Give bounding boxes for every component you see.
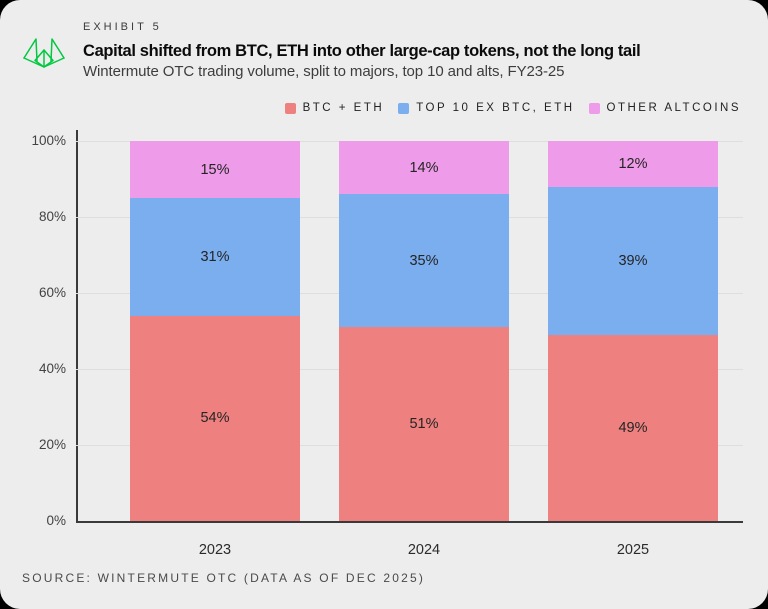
x-axis-label: 2023 (198, 542, 232, 558)
bar-segment (130, 315, 300, 521)
legend-item: BTC + ETH (284, 102, 385, 114)
bar-segment-label: 14% (409, 159, 439, 176)
bar-segment-label: 35% (409, 252, 439, 269)
legend-item: OTHER ALTCOINS (588, 102, 741, 114)
legend-swatch (588, 102, 600, 114)
bar-segment (548, 186, 718, 335)
bar-segment (548, 334, 718, 521)
chart-subtitle: Wintermute OTC trading volume, split to … (83, 63, 565, 80)
bar-segment (339, 141, 509, 195)
y-axis-tick-label: 100% (31, 133, 66, 148)
legend-label: BTC + ETH (302, 102, 385, 114)
plot-area: 54% 31% 15% 51% 35% 14% 49% 39% 12% (76, 130, 743, 523)
bar-segment-label: 51% (409, 416, 439, 433)
legend-label: OTHER ALTCOINS (606, 102, 741, 114)
bar-segment (339, 194, 509, 328)
y-axis-tick-label: 60% (38, 285, 66, 300)
legend-label: TOP 10 EX BTC, ETH (416, 102, 575, 114)
bar-segment-label: 31% (200, 248, 230, 265)
y-axis-tick-label: 40% (38, 361, 66, 376)
x-axis-label: 2024 (407, 542, 441, 558)
y-axis-tick-label: 80% (38, 209, 66, 224)
bar-segment (548, 141, 718, 187)
bar-segment-label: 39% (618, 252, 648, 269)
legend-swatch (284, 102, 296, 114)
legend-item: TOP 10 EX BTC, ETH (398, 102, 574, 114)
chart-legend: BTC + ETH TOP 10 EX BTC, ETH OTHER ALTCOIN… (284, 102, 741, 114)
bar-segment (130, 141, 300, 198)
wintermute-logo-icon (23, 38, 65, 68)
y-axis-line (76, 130, 78, 523)
x-axis-line (76, 521, 743, 523)
exhibit-label: EXHIBIT 5 (83, 21, 162, 33)
bar-segment-label: 12% (618, 155, 648, 172)
y-axis-tick-label: 20% (38, 437, 66, 452)
y-axis: 0% 20% 40% 60% 80% 100% (0, 133, 66, 528)
x-axis-label: 2025 (616, 542, 650, 558)
source-note: SOURCE: WINTERMUTE OTC (DATA AS OF DEC 2… (22, 571, 426, 585)
bar-segment-label: 15% (200, 161, 230, 178)
bar-segment-label: 54% (200, 410, 230, 427)
bar-segment-label: 49% (618, 419, 648, 436)
bar-segment (339, 327, 509, 521)
bar-segment (130, 198, 300, 316)
y-axis-tick-label: 0% (46, 513, 66, 528)
chart-title: Capital shifted from BTC, ETH into other… (83, 42, 641, 60)
x-axis: 2023 2024 2025 (76, 542, 743, 562)
chart-area: 0% 20% 40% 60% 80% 100% 54% 31% 15% 51% 35% 14% 49%… (0, 130, 768, 590)
legend-swatch (398, 102, 410, 114)
